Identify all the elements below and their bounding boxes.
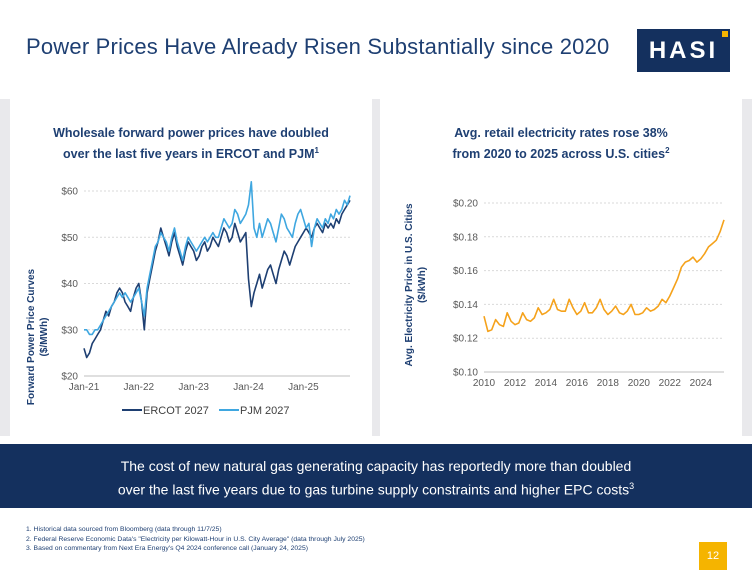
banner-line2: over the last five years due to gas turb… <box>117 481 630 498</box>
y-tick-label: $0.18 <box>453 232 478 243</box>
retail-title-line1: Avg. retail electricity rates rose 38% <box>454 126 668 140</box>
wholesale-chart-title: Wholesale forward power prices have doub… <box>10 125 372 163</box>
y-tick-label: $0.16 <box>453 266 478 277</box>
y-tick-label: $0.20 <box>453 199 478 210</box>
logo-text: HASI <box>648 36 719 64</box>
hasi-logo: HASI <box>637 29 730 72</box>
x-tick-labels: 2010 2012 2014 2016 2018 2020 2022 2024 <box>473 378 712 389</box>
summary-banner: The cost of new natural gas generating c… <box>0 444 752 508</box>
footnotes: 1. Historical data sourced from Bloomber… <box>26 525 365 554</box>
retail-chart-panel: Avg. retail electricity rates rose 38% f… <box>380 99 742 436</box>
y-tick-label: $50 <box>61 233 78 244</box>
y-tick-label: $60 <box>61 187 78 198</box>
series-line-ercot-2027 <box>83 199 351 359</box>
x-tick-label: 2024 <box>690 378 713 389</box>
series-lines <box>483 219 725 333</box>
y-tick-label: $0.12 <box>453 334 478 345</box>
series-lines <box>83 181 351 359</box>
footnote-1: 1. Historical data sourced from Bloomber… <box>26 526 222 533</box>
y-tick-label: $30 <box>61 325 78 336</box>
retail-chart-title: Avg. retail electricity rates rose 38% f… <box>380 125 742 163</box>
x-tick-label: Jan-23 <box>178 382 209 393</box>
retail-chart-svg: $0.10$0.12$0.14$0.16$0.18$0.20 2010 2012 2… <box>404 199 725 389</box>
wholesale-ylabel-line2: ($/MWh) <box>39 318 50 357</box>
grid-lines <box>84 190 350 331</box>
legend-label-pjm: PJM 2027 <box>240 405 290 417</box>
wholesale-chart-panel: Wholesale forward power prices have doub… <box>10 99 372 436</box>
y-tick-label: $0.14 <box>453 300 478 311</box>
footnote-2: 2. Federal Reserve Economic Data's "Elec… <box>26 535 365 543</box>
wholesale-ylabel-line1: Forward Power Price Curves <box>26 268 37 405</box>
x-tick-label: 2010 <box>473 378 496 389</box>
series-line-avg-retail-electricity-price <box>483 219 725 333</box>
x-tick-label: 2018 <box>597 378 620 389</box>
series-line-pjm-2027 <box>84 181 351 336</box>
legend: ERCOT 2027 PJM 2027 <box>122 405 290 417</box>
grid-lines <box>484 202 724 339</box>
x-tick-label: 2020 <box>628 378 651 389</box>
x-tick-label: 2016 <box>566 378 589 389</box>
page-number: 12 <box>699 542 727 570</box>
wholesale-chart-svg: $20 $30 $40 $50 $60 Jan-21 Jan-22 Jan-23 Jan-24… <box>26 181 351 417</box>
footnote-3: 3. Based on commentary from Next Era Ene… <box>26 545 309 552</box>
x-tick-label: 2012 <box>504 378 527 389</box>
retail-ylabel-line1: Avg. Electricity Price in U.S. Cities <box>404 203 415 366</box>
x-tick-label: Jan-24 <box>233 382 264 393</box>
x-tick-label: Jan-25 <box>288 382 319 393</box>
y-tick-label: $40 <box>61 279 78 290</box>
legend-label-ercot: ERCOT 2027 <box>143 405 209 417</box>
y-tick-labels: $0.10 $0.12 $0.14 $0.16 $0.18 $0.20 <box>453 199 478 379</box>
x-tick-labels: Jan-21 Jan-22 Jan-23 Jan-24 Jan-25 <box>69 382 319 393</box>
y-tick-label: $0.10 <box>453 368 478 379</box>
x-tick-label: 2014 <box>535 378 558 389</box>
banner-footnote-ref: 3 <box>629 481 635 491</box>
x-tick-label: Jan-22 <box>124 382 155 393</box>
retail-ylabel-line2: ($/kWh) <box>417 267 428 303</box>
x-tick-label: Jan-21 <box>69 382 100 393</box>
wholesale-title-line2: over the last five years in ERCOT and PJ… <box>63 147 315 162</box>
y-tick-labels: $20 $30 $40 $50 $60 <box>61 187 78 383</box>
wholesale-title-footnote: 1 <box>314 146 319 155</box>
banner-line1: The cost of new natural gas generating c… <box>120 458 632 474</box>
y-tick-label: $20 <box>61 372 78 383</box>
wholesale-title-line1: Wholesale forward power prices have doub… <box>53 126 329 140</box>
slide-title: Power Prices Have Already Risen Substant… <box>26 34 610 59</box>
logo-accent-icon <box>722 31 728 37</box>
x-tick-label: 2022 <box>659 378 682 389</box>
retail-title-footnote: 2 <box>665 146 670 155</box>
retail-title-line2: from 2020 to 2025 across U.S. cities <box>452 147 666 162</box>
